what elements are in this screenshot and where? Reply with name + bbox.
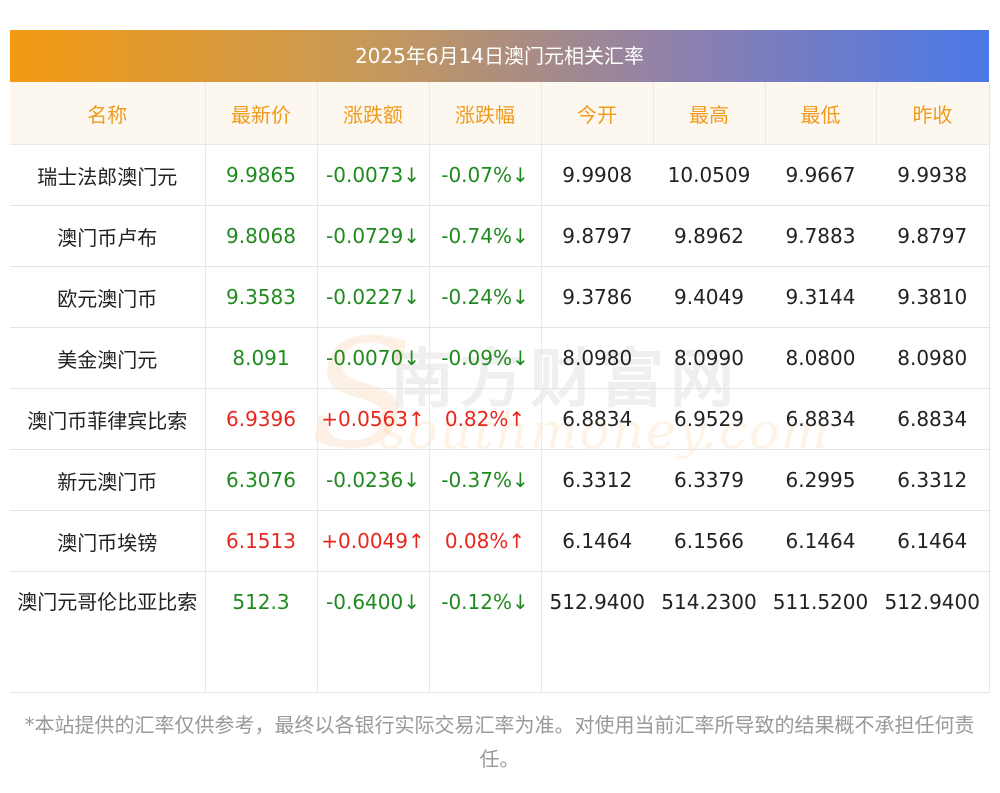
cell-prev-close: 6.3312 bbox=[876, 449, 990, 511]
cell-open: 6.3312 bbox=[541, 449, 653, 511]
cell-latest: 512.3 bbox=[205, 571, 318, 693]
cell-low: 9.3144 bbox=[765, 266, 876, 328]
table-row: 澳门币埃镑 6.1513 +0.0049↑ 0.08%↑ 6.1464 6.1566 6.1… bbox=[10, 510, 990, 572]
header-low: 最低 bbox=[765, 82, 877, 145]
table-row: 美金澳门元 8.091 -0.0070↓ -0.09%↓ 8.0980 8.0990 8.0… bbox=[10, 327, 990, 389]
cell-name: 澳门元哥伦比亚比索 bbox=[10, 571, 206, 693]
cell-name: 澳门币卢布 bbox=[10, 205, 206, 267]
cell-prev-close: 512.9400 bbox=[876, 571, 990, 693]
cell-latest: 6.9396 bbox=[205, 388, 318, 450]
cell-change: -0.0073↓ bbox=[317, 144, 430, 206]
cell-low: 8.0800 bbox=[765, 327, 876, 389]
cell-change: -0.0227↓ bbox=[317, 266, 430, 328]
cell-name: 欧元澳门币 bbox=[10, 266, 206, 328]
cell-change-pct: -0.37%↓ bbox=[429, 449, 542, 511]
cell-high: 6.1566 bbox=[653, 510, 765, 572]
cell-open: 8.0980 bbox=[541, 327, 653, 389]
header-latest: 最新价 bbox=[205, 82, 318, 145]
cell-name: 澳门币菲律宾比索 bbox=[10, 388, 206, 450]
cell-open: 512.9400 bbox=[541, 571, 653, 693]
cell-prev-close: 9.8797 bbox=[876, 205, 990, 267]
cell-high: 9.4049 bbox=[653, 266, 765, 328]
cell-low: 9.9667 bbox=[765, 144, 876, 206]
cell-latest: 8.091 bbox=[205, 327, 318, 389]
table-row: 澳门币卢布 9.8068 -0.0729↓ -0.74%↓ 9.8797 9.8962 9.… bbox=[10, 205, 990, 267]
cell-change: -0.0070↓ bbox=[317, 327, 430, 389]
rate-table: 名称 最新价 涨跌额 涨跌幅 今开 最高 最低 昨收 瑞士法郎澳门元 9.9865… bbox=[10, 82, 990, 693]
cell-prev-close: 6.1464 bbox=[876, 510, 990, 572]
cell-high: 10.0509 bbox=[653, 144, 765, 206]
cell-low: 511.5200 bbox=[765, 571, 876, 693]
cell-change: +0.0049↑ bbox=[317, 510, 430, 572]
cell-latest: 9.8068 bbox=[205, 205, 318, 267]
cell-change-pct: -0.09%↓ bbox=[429, 327, 542, 389]
cell-high: 6.9529 bbox=[653, 388, 765, 450]
cell-latest: 9.9865 bbox=[205, 144, 318, 206]
cell-prev-close: 9.3810 bbox=[876, 266, 990, 328]
cell-name: 美金澳门元 bbox=[10, 327, 206, 389]
cell-change-pct: 0.08%↑ bbox=[429, 510, 542, 572]
cell-change: -0.6400↓ bbox=[317, 571, 430, 693]
table-row: 澳门币菲律宾比索 6.9396 +0.0563↑ 0.82%↑ 6.8834 6.9529… bbox=[10, 388, 990, 450]
cell-name: 澳门币埃镑 bbox=[10, 510, 206, 572]
cell-high: 514.2300 bbox=[653, 571, 765, 693]
cell-latest: 9.3583 bbox=[205, 266, 318, 328]
cell-change: +0.0563↑ bbox=[317, 388, 430, 450]
cell-low: 6.8834 bbox=[765, 388, 876, 450]
cell-prev-close: 8.0980 bbox=[876, 327, 990, 389]
header-name: 名称 bbox=[10, 82, 206, 145]
table-row: 新元澳门币 6.3076 -0.0236↓ -0.37%↓ 6.3312 6.3379 6.… bbox=[10, 449, 990, 511]
cell-open: 9.9908 bbox=[541, 144, 653, 206]
cell-open: 9.8797 bbox=[541, 205, 653, 267]
cell-latest: 6.1513 bbox=[205, 510, 318, 572]
cell-change-pct: 0.82%↑ bbox=[429, 388, 542, 450]
header-prev-close: 昨收 bbox=[876, 82, 990, 145]
cell-prev-close: 9.9938 bbox=[876, 144, 990, 206]
disclaimer-note: *本站提供的汇率仅供参考，最终以各银行实际交易汇率为准。对使用当前汇率所导致的结… bbox=[24, 713, 975, 771]
table-row: 欧元澳门币 9.3583 -0.0227↓ -0.24%↓ 9.3786 9.4049 9.… bbox=[10, 266, 990, 328]
cell-low: 6.2995 bbox=[765, 449, 876, 511]
cell-low: 9.7883 bbox=[765, 205, 876, 267]
cell-open: 6.1464 bbox=[541, 510, 653, 572]
cell-change-pct: -0.07%↓ bbox=[429, 144, 542, 206]
cell-open: 6.8834 bbox=[541, 388, 653, 450]
cell-change-pct: -0.12%↓ bbox=[429, 571, 542, 693]
cell-name: 新元澳门币 bbox=[10, 449, 206, 511]
cell-high: 9.8962 bbox=[653, 205, 765, 267]
cell-high: 6.3379 bbox=[653, 449, 765, 511]
table-header-row: 名称 最新价 涨跌额 涨跌幅 今开 最高 最低 昨收 bbox=[10, 82, 990, 145]
cell-name: 瑞士法郎澳门元 bbox=[10, 144, 206, 206]
cell-low: 6.1464 bbox=[765, 510, 876, 572]
header-change-pct: 涨跌幅 bbox=[429, 82, 542, 145]
cell-change: -0.0729↓ bbox=[317, 205, 430, 267]
cell-change-pct: -0.24%↓ bbox=[429, 266, 542, 328]
cell-open: 9.3786 bbox=[541, 266, 653, 328]
header-change: 涨跌额 bbox=[317, 82, 430, 145]
table-row: 澳门元哥伦比亚比索 512.3 -0.6400↓ -0.12%↓ 512.9400 514… bbox=[10, 571, 990, 693]
cell-prev-close: 6.8834 bbox=[876, 388, 990, 450]
cell-high: 8.0990 bbox=[653, 327, 765, 389]
table-row: 瑞士法郎澳门元 9.9865 -0.0073↓ -0.07%↓ 9.9908 10.050… bbox=[10, 144, 990, 206]
rate-table-container: 2025年6月14日澳门元相关汇率 名称 最新价 涨跌额 涨跌幅 今开 最高 最… bbox=[10, 30, 990, 693]
cell-latest: 6.3076 bbox=[205, 449, 318, 511]
cell-change: -0.0236↓ bbox=[317, 449, 430, 511]
cell-change-pct: -0.74%↓ bbox=[429, 205, 542, 267]
header-high: 最高 bbox=[653, 82, 766, 145]
table-title: 2025年6月14日澳门元相关汇率 bbox=[10, 30, 989, 82]
header-open: 今开 bbox=[541, 82, 654, 145]
